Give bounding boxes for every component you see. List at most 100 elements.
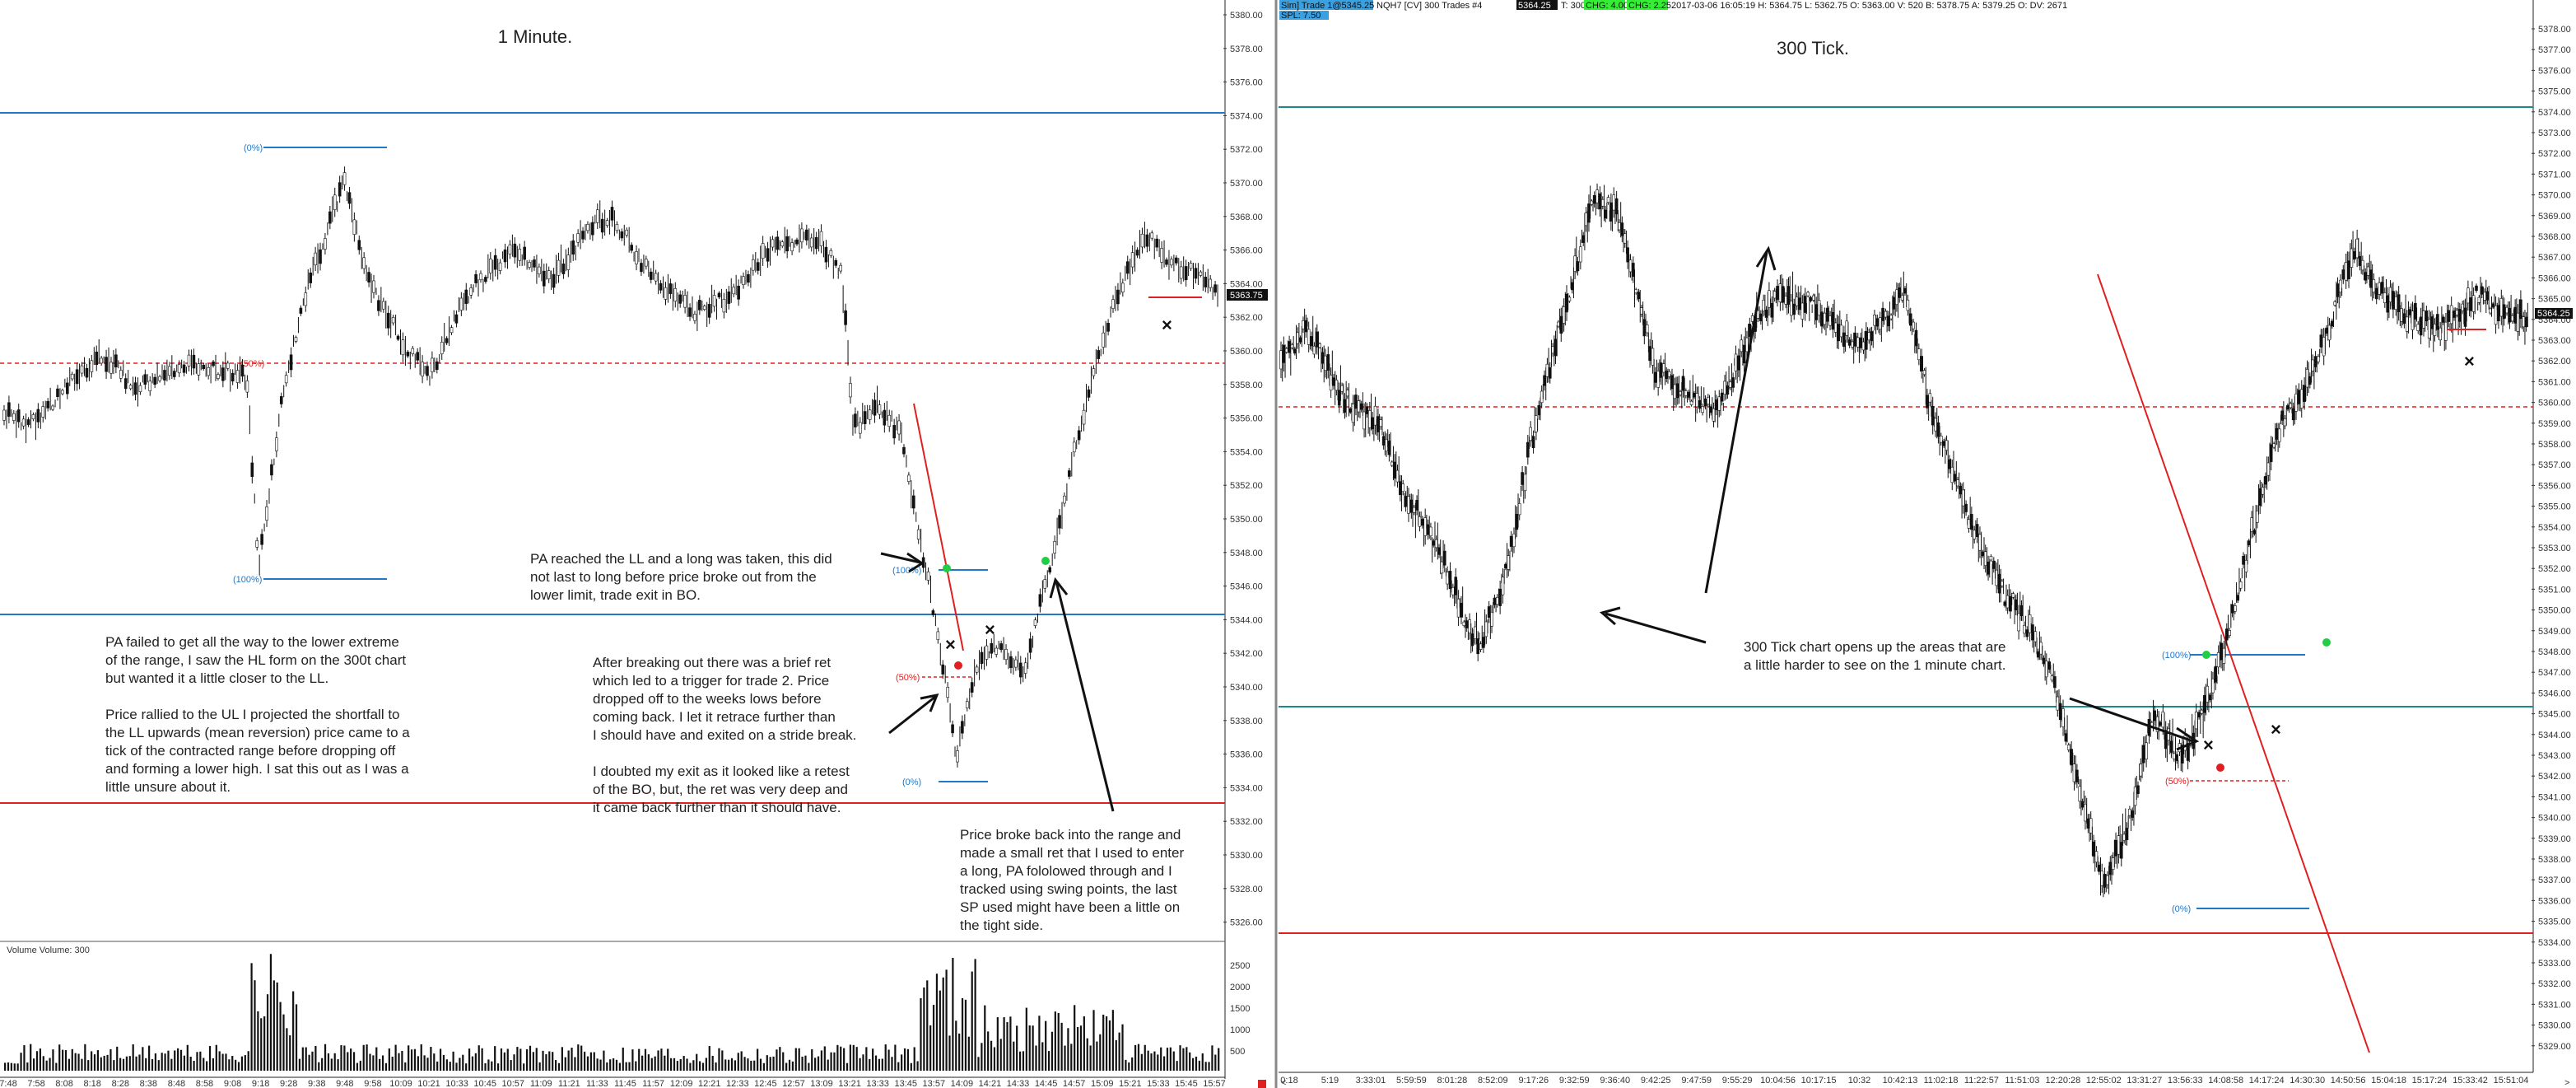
annotation-line: it came back further than it should have… <box>593 800 841 815</box>
price-bar-body <box>2516 312 2520 332</box>
annotation-line: 300 Tick chart opens up the areas that a… <box>1744 639 2005 655</box>
annotation-line: Price rallied to the UL I projected the … <box>105 707 400 722</box>
volume-bar <box>459 1058 461 1071</box>
price-bar-body <box>328 211 332 224</box>
price-bar-body <box>1288 341 1291 353</box>
volume-bar <box>218 1051 221 1071</box>
volume-bar <box>638 1048 641 1071</box>
annotation-line: tick of the contracted range before drop… <box>105 743 395 759</box>
price-bar-body <box>1906 299 1910 311</box>
price-bar-body <box>2230 604 2234 614</box>
price-bar-body <box>732 287 736 295</box>
right-entry-dot-1 <box>2202 651 2210 659</box>
price-bar-body <box>1734 353 1738 371</box>
price-bar-body <box>1554 339 1558 357</box>
price-bar-body <box>1106 323 1110 332</box>
price-bar-body <box>1540 390 1544 404</box>
right-chart-title: 300 Tick. <box>1777 38 1849 58</box>
volume-bar <box>369 1053 371 1071</box>
volume-bar <box>1218 1048 1220 1071</box>
price-bar-body <box>999 643 1003 651</box>
volume-bar <box>305 1047 307 1071</box>
right-fib-top-label: (100%) <box>2162 651 2191 661</box>
price-bar-body <box>1509 535 1513 547</box>
time-tick-label: 11:02:18 <box>1923 1076 1958 1086</box>
price-bar-body <box>561 264 566 274</box>
price-bar-body <box>1415 500 1418 511</box>
price-bar-body <box>605 220 609 226</box>
volume-bar <box>301 1047 304 1071</box>
price-bar-body <box>114 354 118 367</box>
volume-bar <box>103 1055 105 1071</box>
volume-bar <box>68 1058 70 1071</box>
price-bar-body <box>1087 389 1091 398</box>
volume-bar <box>827 1059 829 1071</box>
price-bar-body <box>1803 296 1807 313</box>
price-bar-body <box>2439 327 2442 341</box>
time-tick-label: 15:57 <box>1203 1079 1226 1088</box>
volume-bar <box>759 1058 762 1071</box>
annotation-line: a long, PA fololowed through and I <box>960 863 1172 879</box>
price-bar-body <box>518 249 522 261</box>
price-bar-body <box>2194 712 2198 730</box>
price-bar-body <box>1922 370 1926 376</box>
price-bar-body <box>2061 708 2065 727</box>
price-bar-body <box>1673 384 1677 399</box>
volume-bar <box>1054 1011 1056 1071</box>
volume-bar <box>148 1045 151 1071</box>
price-bar-body <box>1831 311 1835 330</box>
price-tick-label: 5340.00 <box>2538 814 2571 824</box>
volume-bar <box>1086 1038 1088 1071</box>
scroll-left-icon[interactable]: < <box>1281 1078 1286 1088</box>
volume-bar <box>135 1056 137 1071</box>
annotation-line: and forming a lower high. I sat this out… <box>105 761 409 777</box>
volume-bar <box>298 1058 301 1071</box>
price-bar-body <box>834 259 838 266</box>
scroll-right-icon[interactable]: > <box>2564 1078 2569 1088</box>
price-bar-body <box>2244 559 2248 572</box>
left-chart-panel: 1 Minute. (0%) (50%) (100%) (100%) (50%)… <box>0 0 1272 1088</box>
price-bar-body <box>1116 289 1120 305</box>
price-bar-body <box>1778 283 1782 302</box>
price-tick-label: 5336.00 <box>2538 896 2571 906</box>
price-bar-body <box>484 277 487 283</box>
volume-bar <box>1035 1045 1037 1071</box>
price-bar-body <box>552 273 556 288</box>
price-bar-body <box>1526 441 1530 458</box>
price-bar-body <box>595 209 599 223</box>
price-bar-body <box>702 306 706 310</box>
price-bar-body <box>1648 346 1651 362</box>
price-bar-body <box>1908 313 1912 326</box>
price-bar-body <box>1903 287 1907 294</box>
price-bar-body <box>2477 297 2481 303</box>
volume-bar <box>1079 1025 1083 1071</box>
price-bar-body <box>829 250 833 256</box>
price-tick-label: 5355.00 <box>2538 502 2571 512</box>
price-tick-label: 5330.00 <box>1230 851 1263 861</box>
price-bar-body <box>2005 595 2010 609</box>
price-bar-body <box>849 383 852 398</box>
price-bar-body <box>1792 303 1796 315</box>
price-bar-body <box>158 376 161 381</box>
volume-bar <box>74 1053 77 1071</box>
volume-bar <box>958 1033 961 1071</box>
volume-bar <box>33 1058 35 1071</box>
price-tick-label: 5338.00 <box>2538 855 2571 865</box>
price-bar-body <box>1058 515 1061 529</box>
volume-bar <box>1128 1062 1130 1071</box>
price-bar-body <box>2203 694 2206 713</box>
price-bar-body <box>2388 287 2392 303</box>
volume-bar <box>183 1055 186 1071</box>
time-tick-label: 12:57 <box>782 1079 805 1088</box>
volume-bar <box>1162 1056 1166 1071</box>
annotation-line: which led to a trigger for trade 2. Pric… <box>592 673 829 689</box>
price-bar-body <box>985 645 989 660</box>
price-bar-body <box>1961 489 1965 507</box>
right-exit-x-1: × <box>2203 735 2214 755</box>
time-tick-label: 12:09 <box>670 1079 693 1088</box>
volume-bar <box>862 1054 864 1071</box>
price-tick-label: 5360.00 <box>2538 399 2571 409</box>
volume-bar <box>266 994 269 1071</box>
volume-bar <box>174 1050 176 1071</box>
price-bar-body <box>1973 530 1977 539</box>
